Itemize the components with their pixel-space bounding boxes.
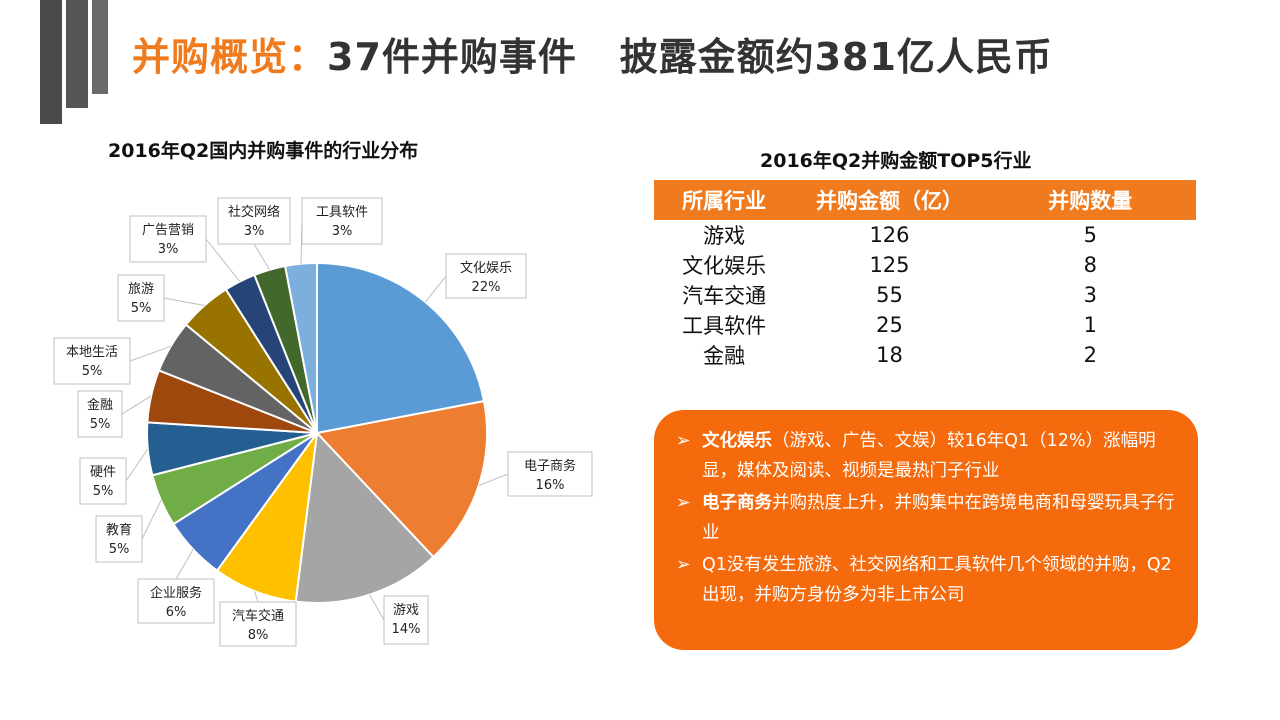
label-box [95, 515, 143, 563]
slice-percent: 5% [82, 364, 103, 379]
table-header: 并购金额（亿） [794, 180, 985, 220]
table-cell: 1 [1083, 313, 1097, 337]
label-box [137, 578, 215, 624]
leader-line [205, 238, 241, 282]
slice-label: 电子商务 [524, 458, 576, 474]
table-cell: 文化娱乐 [682, 254, 767, 278]
table-cell: 8 [1083, 253, 1097, 277]
label-box [507, 451, 593, 497]
insight-text: 并购热度上升，并购集中在跨境电商和母婴玩具子行业 [702, 493, 1175, 543]
table-row: 文化娱乐 125 8 [654, 250, 1196, 280]
leader-line [369, 594, 385, 621]
table-header-row: 所属行业 并购金额（亿） 并购数量 [654, 180, 1196, 220]
label-box [117, 274, 165, 322]
arrow-bullet-icon: ➢ [676, 555, 691, 575]
slice-label: 企业服务 [150, 585, 202, 601]
table-cell: 18 [876, 343, 903, 367]
slice-percent: 3% [244, 224, 265, 239]
slice-percent: 3% [158, 242, 179, 257]
slice-label: 本地生活 [66, 345, 118, 360]
label-box [79, 457, 127, 505]
leader-line [121, 395, 152, 415]
slice-percent: 8% [248, 628, 269, 643]
table-cell: 工具软件 [682, 314, 767, 338]
decor-bar-2 [66, 0, 88, 108]
insight-item: ➢ 文化娱乐（游戏、广告、文娱）较16年Q1（12%）涨幅明显，媒体及阅读、视频… [676, 426, 1178, 486]
top5-table: 所属行业 并购金额（亿） 并购数量 游戏 126 5 文化娱乐 125 8 汽车… [654, 180, 1196, 370]
slide-title-highlight: 并购概览： [132, 35, 328, 79]
table-header: 并购数量 [984, 180, 1196, 220]
label-box [53, 337, 131, 385]
label-box [129, 215, 207, 263]
table-title: 2016年Q2并购金额TOP5行业 [760, 150, 1032, 172]
leader-line [125, 448, 149, 482]
insight-item: ➢ 电子商务并购热度上升，并购集中在跨境电商和母婴玩具子行业 [676, 488, 1178, 548]
pie-chart: 文化娱乐 22% 电子商务 16% 游戏 14% 汽车交通 8% 企业服务 6% 教育 5% 硬件 5% 金… [53, 197, 593, 647]
leader-line [163, 297, 205, 306]
table-row: 工具软件 25 1 [654, 310, 1196, 340]
arrow-bullet-icon: ➢ [676, 493, 691, 513]
slice-percent: 3% [332, 224, 353, 239]
table-header: 所属行业 [654, 180, 795, 220]
table-cell: 126 [869, 223, 910, 247]
slice-percent: 14% [392, 622, 421, 637]
slice-label: 游戏 [393, 603, 419, 618]
table-cell: 游戏 [703, 224, 746, 248]
label-box [77, 390, 123, 438]
insight-text: Q1没有发生旅游、社交网络和工具软件几个领域的并购，Q2出现，并购方身份多为非上… [702, 555, 1172, 605]
table-cell: 25 [876, 313, 903, 337]
slice-percent: 22% [472, 280, 501, 295]
slice-percent: 5% [90, 417, 111, 432]
table-cell: 5 [1083, 223, 1097, 247]
insight-keyword: 文化娱乐 [702, 431, 772, 451]
label-box [383, 595, 429, 645]
slice-label: 广告营销 [142, 223, 194, 238]
table-cell: 125 [869, 253, 910, 277]
table-cell: 汽车交通 [682, 284, 767, 308]
leader-line [129, 345, 171, 362]
label-box [301, 197, 383, 245]
slice-label: 旅游 [128, 282, 154, 297]
table-cell: 2 [1083, 343, 1097, 367]
insight-item: ➢ Q1没有发生旅游、社交网络和工具软件几个领域的并购，Q2出现，并购方身份多为… [676, 550, 1178, 610]
table-row: 汽车交通 55 3 [654, 280, 1196, 310]
slice-label: 工具软件 [316, 205, 368, 220]
label-box [445, 253, 527, 299]
decor-bar-1 [40, 0, 62, 124]
label-box [219, 601, 297, 647]
pie-slice [294, 430, 435, 604]
slice-percent: 5% [131, 301, 152, 316]
slice-label: 文化娱乐 [460, 261, 512, 276]
table-row: 游戏 126 5 [654, 220, 1196, 250]
slice-percent: 6% [166, 605, 187, 620]
insight-text: （游戏、广告、文娱）较16年Q1（12%）涨幅明显，媒体及阅读、视频是最热门子行… [702, 431, 1156, 481]
insight-keyword: 电子商务 [702, 493, 772, 513]
table-cell: 金融 [703, 344, 746, 368]
leader-line [424, 275, 447, 303]
label-box [217, 197, 291, 245]
leader-line [253, 243, 270, 271]
leader-line [253, 590, 259, 603]
arrow-bullet-icon: ➢ [676, 431, 691, 451]
table-cell: 55 [876, 283, 903, 307]
slice-percent: 16% [536, 478, 565, 493]
leader-line [141, 500, 162, 540]
leader-line [175, 549, 194, 580]
table-row: 金融 18 2 [654, 340, 1196, 370]
slice-label: 硬件 [90, 465, 116, 480]
leader-line [478, 473, 509, 486]
slide-title: 并购概览：37件并购事件 披露金额约381亿人民币 [132, 26, 1053, 81]
slice-percent: 5% [93, 484, 114, 499]
slice-percent: 5% [109, 542, 130, 557]
pie-chart-title: 2016年Q2国内并购事件的行业分布 [108, 140, 419, 162]
table-cell: 3 [1083, 283, 1097, 307]
slice-label: 社交网络 [228, 204, 280, 220]
slice-label: 教育 [106, 522, 132, 538]
slide-title-rest: 37件并购事件 披露金额约381亿人民币 [327, 35, 1053, 79]
slice-label: 汽车交通 [232, 608, 284, 624]
insight-box: ➢ 文化娱乐（游戏、广告、文娱）较16年Q1（12%）涨幅明显，媒体及阅读、视频… [654, 410, 1198, 650]
decor-bar-3 [92, 0, 108, 94]
slice-label: 金融 [87, 397, 113, 413]
